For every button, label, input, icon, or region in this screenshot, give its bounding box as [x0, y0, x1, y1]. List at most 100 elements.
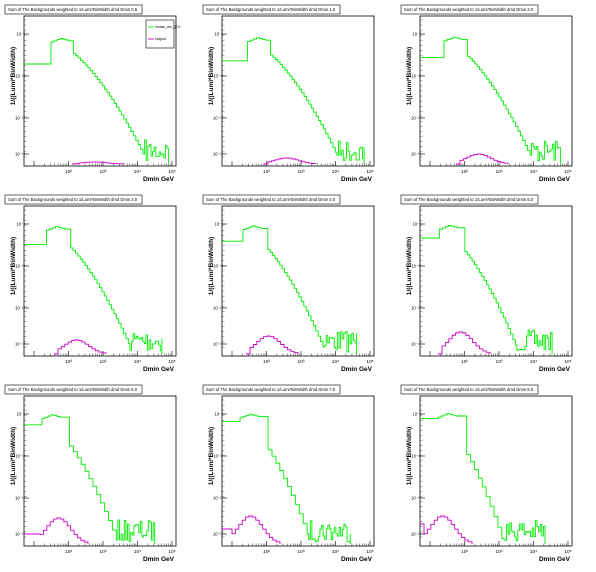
x-tick-label: 10⁴: [332, 549, 339, 555]
y-tick-label: 10⁻¹⁹: [411, 152, 421, 157]
series-signal-line: [72, 161, 125, 165]
y-tick-label: 10⁻¹⁶: [213, 496, 223, 501]
series-signal-line: [264, 157, 317, 165]
series-background-line: [24, 37, 170, 164]
x-tick-label: 10²: [461, 359, 468, 365]
y-tick-label: 10⁻¹²: [15, 454, 25, 459]
series-background-line: [222, 413, 351, 544]
chart-title: Sum of The Backgrounds weighted to 1/Lum…: [206, 197, 336, 202]
chart-title: Sum of The Backgrounds weighted to 1/Lum…: [206, 7, 336, 12]
chart-panel-2: Sum of The Backgrounds weighted to 1/Lum…: [202, 4, 375, 183]
x-tick-label: 10⁴: [134, 549, 141, 555]
series-signal-line: [438, 331, 491, 355]
y-tick-label: 10⁻⁸: [214, 412, 223, 417]
x-tick-label: 10⁵: [366, 359, 373, 365]
y-tick-label: 10⁻¹⁶: [411, 496, 421, 501]
x-tick-label: 10³: [100, 359, 107, 365]
y-tick-label: 10⁻¹⁶: [15, 116, 25, 121]
x-axis-label: Dmin GeV: [539, 366, 571, 373]
chart-title: Sum of The Backgrounds weighted to 1/Lum…: [8, 7, 138, 12]
x-tick-label: 10⁵: [366, 169, 373, 175]
chart-title: Sum of The Backgrounds weighted to 1/Lum…: [8, 197, 138, 202]
chart-panel-7: Sum of The Backgrounds weighted to 1/Lum…: [4, 384, 177, 563]
plot-frame: [221, 15, 375, 167]
chart-title-box: [400, 194, 539, 205]
chart-title-box: [202, 4, 341, 15]
chart-title-box: [4, 4, 143, 15]
x-tick-label: 10³: [100, 549, 107, 555]
x-tick-label: 10⁴: [530, 549, 537, 555]
chart-title-box: [400, 384, 539, 395]
x-tick-label: 10⁵: [564, 169, 571, 175]
chart-title: Sum of The Backgrounds weighted to 1/Lum…: [404, 7, 534, 12]
x-axis-label: Dmin GeV: [341, 176, 373, 183]
chart-panel-4: Sum of The Backgrounds weighted to 1/Lum…: [4, 194, 177, 373]
series-signal-line: [246, 335, 299, 355]
x-tick-label: 10³: [298, 359, 305, 365]
chart-title-box: [202, 194, 341, 205]
plot-frame: [419, 395, 573, 547]
series-signal-line: [54, 339, 107, 355]
y-axis-label: 1/((Lumi*BinWidth): [10, 427, 17, 485]
x-tick-label: 10³: [496, 359, 503, 365]
x-tick-label: 10²: [65, 169, 72, 175]
y-tick-label: 10⁻⁸: [214, 222, 223, 227]
y-axis-label: 1/((Lumi*BinWidth): [208, 47, 215, 105]
y-tick-label: 10⁻¹²: [411, 454, 421, 459]
y-tick-label: 10⁻¹⁶: [411, 306, 421, 311]
y-tick-label: 10⁻⁸: [412, 32, 421, 37]
legend-label: hmass_dm_{}0.0: [155, 25, 181, 29]
series-signal-line: [24, 517, 89, 544]
x-tick-label: 10³: [100, 169, 107, 175]
plot-frame: [221, 205, 375, 357]
y-tick-label: 10⁻¹⁹: [15, 342, 25, 347]
x-tick-label: 10⁴: [530, 169, 537, 175]
series-background-line: [420, 413, 546, 544]
x-axis-label: Dmin GeV: [143, 176, 175, 183]
x-axis-label: Dmin GeV: [143, 556, 175, 563]
chart-panel-8: Sum of The Backgrounds weighted to 1/Lum…: [202, 384, 375, 563]
series-signal-line: [222, 515, 281, 544]
y-axis-label: 1/((Lumi*BinWidth): [406, 237, 413, 295]
x-axis-label: Dmin GeV: [341, 556, 373, 563]
y-tick-label: 10⁻¹⁹: [213, 152, 223, 157]
chart-title-box: [4, 194, 143, 205]
y-tick-label: 10⁻⁸: [412, 222, 421, 227]
chart-panel-6: Sum of The Backgrounds weighted to 1/Lum…: [400, 194, 573, 373]
chart-title-box: [4, 384, 143, 395]
x-tick-label: 10⁴: [134, 169, 141, 175]
y-tick-label: 10⁻⁸: [214, 32, 223, 37]
chart-panel-1: Sum of The Backgrounds weighted to 1/Lum…: [4, 4, 181, 183]
y-tick-label: 10⁻¹²: [15, 264, 25, 269]
y-tick-label: 10⁻¹⁹: [15, 152, 25, 157]
x-tick-label: 10⁵: [564, 359, 571, 365]
plot-frame: [221, 395, 375, 547]
series-background-line: [222, 37, 365, 164]
x-tick-label: 10²: [263, 549, 270, 555]
chart-title: Sum of The Backgrounds weighted to 1/Lum…: [404, 387, 534, 392]
y-tick-label: 10⁻¹⁶: [213, 306, 223, 311]
chart-title: Sum of The Backgrounds weighted to 1/Lum…: [404, 197, 534, 202]
x-tick-label: 10⁴: [134, 359, 141, 365]
x-tick-label: 10³: [298, 549, 305, 555]
y-axis-label: 1/((Lumi*BinWidth): [406, 47, 413, 105]
y-tick-label: 10⁻¹²: [213, 454, 223, 459]
series-background-line: [24, 414, 156, 544]
x-tick-label: 10²: [461, 549, 468, 555]
x-tick-label: 10⁴: [332, 359, 339, 365]
y-tick-label: 10⁻¹⁹: [15, 532, 25, 537]
x-tick-label: 10⁵: [564, 549, 571, 555]
x-tick-label: 10³: [496, 549, 503, 555]
x-tick-label: 10⁵: [168, 169, 175, 175]
x-axis-label: Dmin GeV: [143, 366, 175, 373]
y-tick-label: 10⁻⁸: [412, 412, 421, 417]
x-axis-label: Dmin GeV: [539, 556, 571, 563]
x-tick-label: 10⁵: [168, 359, 175, 365]
legend-box: [145, 19, 175, 49]
y-axis-label: 1/((Lumi*BinWidth): [208, 427, 215, 485]
y-tick-label: 10⁻¹²: [15, 74, 25, 79]
chart-title-box: [202, 384, 341, 395]
x-tick-label: 10²: [65, 549, 72, 555]
